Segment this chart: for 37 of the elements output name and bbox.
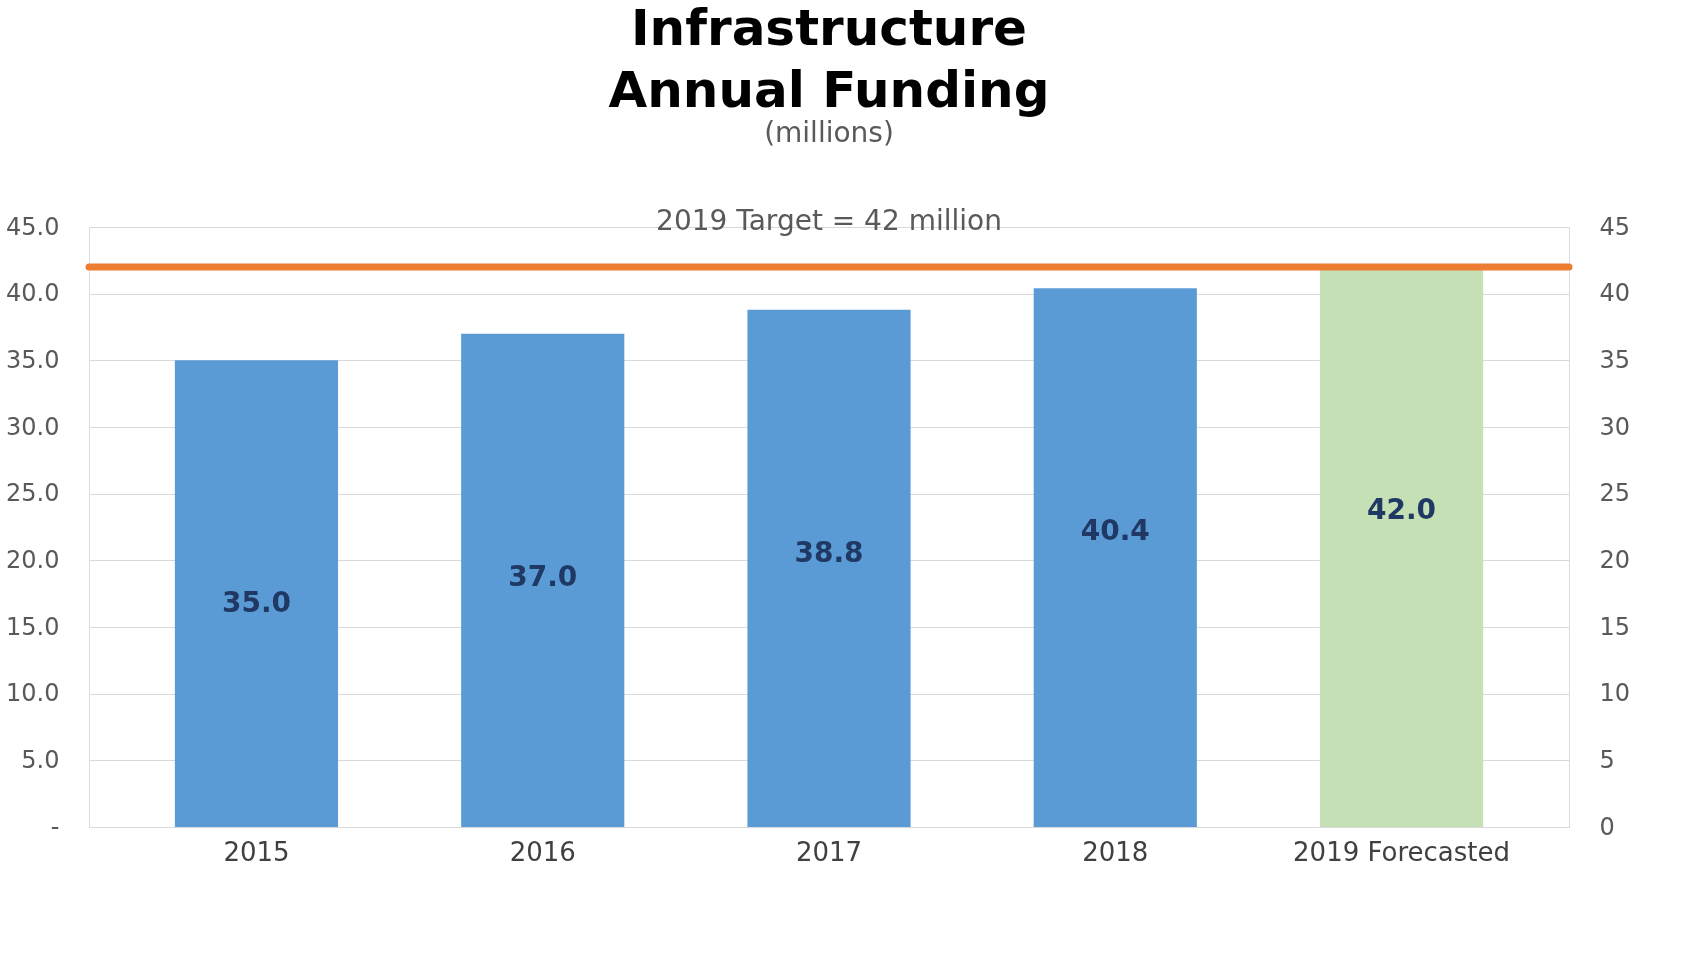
bar <box>1033 288 1197 827</box>
y2-tick-label: 20 <box>1599 545 1631 574</box>
y-tick-label: 35.0 <box>6 345 60 374</box>
y2-tick-label: 30 <box>1599 412 1631 441</box>
data-label: 37.0 <box>508 559 578 593</box>
data-label: 40.4 <box>1080 514 1150 548</box>
data-label: 38.8 <box>794 535 864 569</box>
y-tick-label: 40.0 <box>6 279 60 308</box>
y-tick-label: 30.0 <box>6 412 60 441</box>
x-tick-label: 2015 <box>223 836 290 867</box>
y-tick-label: 10.0 <box>6 679 60 708</box>
data-label: 35.0 <box>221 586 292 620</box>
ref-line-label: 2019 Target = 42 million <box>656 204 1002 237</box>
y2-tick-label: 40 <box>1599 279 1631 308</box>
y2-tick-label: 25 <box>1599 479 1631 508</box>
y2-tick-label: 15 <box>1599 612 1631 641</box>
x-tick-label: 2019 Forecasted <box>1293 836 1511 867</box>
bar <box>174 360 339 827</box>
x-tick-label: 2018 <box>1082 836 1149 867</box>
y-tick-label: - <box>50 812 60 841</box>
y-tick-label: 45.0 <box>6 212 60 241</box>
bar <box>461 333 625 827</box>
y2-tick-label: 0 <box>1599 812 1615 841</box>
y-tick-label: 15.0 <box>6 612 60 641</box>
y-tick-label: 25.0 <box>6 479 60 508</box>
chart-title: Infrastructure Annual Funding <box>608 0 1050 119</box>
y2-tick-label: 45 <box>1599 212 1631 241</box>
x-tick-label: 2016 <box>509 836 576 867</box>
data-label: 42.0 <box>1366 493 1437 526</box>
y-tick-label: 5.0 <box>21 745 60 774</box>
y2-tick-label: 35 <box>1599 345 1631 374</box>
chart-subtitle: (millions) <box>764 116 894 149</box>
x-tick-label: 2017 <box>795 836 863 867</box>
bar <box>747 309 911 827</box>
y-tick-label: 20.0 <box>6 545 60 574</box>
y2-tick-label: 10 <box>1599 679 1631 708</box>
y2-tick-label: 5 <box>1599 745 1615 774</box>
